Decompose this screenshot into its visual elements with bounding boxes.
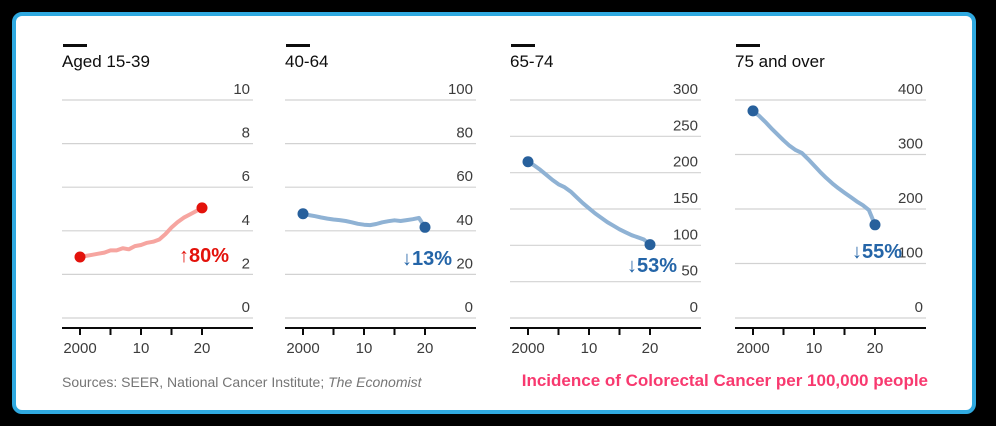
panel-title: Aged 15-39	[62, 52, 150, 71]
svg-text:400: 400	[898, 81, 923, 98]
svg-text:100: 100	[448, 81, 473, 98]
svg-text:2000: 2000	[736, 340, 769, 357]
svg-text:150: 150	[673, 190, 698, 207]
svg-text:20: 20	[456, 255, 473, 272]
svg-text:↑80%: ↑80%	[179, 245, 229, 267]
svg-text:2: 2	[242, 255, 250, 272]
svg-text:2000: 2000	[511, 340, 544, 357]
svg-text:↓13%: ↓13%	[402, 248, 452, 270]
title-rule	[286, 44, 310, 47]
line-chart-aged-15-39: 0 2 4 6 8 10 ↑80% 2000 10 20	[62, 81, 253, 357]
svg-text:300: 300	[898, 136, 923, 153]
svg-text:300: 300	[673, 81, 698, 98]
svg-text:8: 8	[242, 125, 250, 142]
svg-text:10: 10	[806, 340, 823, 357]
svg-text:↓53%: ↓53%	[627, 255, 677, 277]
svg-text:4: 4	[242, 212, 250, 229]
line-chart-aged-40-64: 0 20 40 60 80 100 ↓13% 2000 10 20	[285, 81, 476, 357]
line-chart-aged-65-74: 0 50 100 150 200 250 300 ↓53% 2000 10 20	[510, 81, 701, 357]
svg-text:20: 20	[642, 340, 659, 357]
chart-card: Aged 15-39 0 2 4 6 8 10 ↑80% 2000 10 20 40-64 0 20…	[12, 12, 976, 414]
svg-text:10: 10	[233, 81, 250, 98]
title-rule	[736, 44, 760, 47]
panel-aged-15-39: Aged 15-39 0 2 4 6 8 10 ↑80% 2000 10 20	[62, 44, 292, 374]
svg-text:20: 20	[417, 340, 434, 357]
svg-text:80: 80	[456, 125, 473, 142]
svg-text:0: 0	[915, 299, 923, 316]
svg-text:200: 200	[898, 190, 923, 207]
panel-aged-75-over: 75 and over 0 100 200 300 400 ↓55% 2000 10 20	[735, 44, 965, 374]
svg-text:100: 100	[673, 226, 698, 243]
svg-text:60: 60	[456, 168, 473, 185]
svg-text:10: 10	[581, 340, 598, 357]
title-rule	[63, 44, 87, 47]
svg-text:50: 50	[681, 263, 698, 280]
panel-aged-65-74: 65-74 0 50 100 150 200 250 300 ↓53% 2000 10 20	[510, 44, 740, 374]
sources-economist: The Economist	[328, 374, 422, 390]
panel-title: 65-74	[510, 52, 554, 71]
svg-text:100: 100	[898, 245, 923, 262]
line-chart-aged-75-over: 0 100 200 300 400 ↓55% 2000 10 20	[735, 81, 926, 357]
svg-text:2000: 2000	[63, 340, 96, 357]
svg-text:20: 20	[194, 340, 211, 357]
svg-text:↓55%: ↓55%	[852, 241, 902, 263]
svg-text:6: 6	[242, 168, 250, 185]
svg-text:40: 40	[456, 212, 473, 229]
sources-text: Sources: SEER, National Cancer Institute…	[62, 374, 329, 390]
panel-title: 40-64	[285, 52, 329, 71]
svg-text:20: 20	[867, 340, 884, 357]
svg-text:250: 250	[673, 117, 698, 134]
svg-text:0: 0	[242, 299, 250, 316]
sources-note: Sources: SEER, National Cancer Institute…	[62, 374, 422, 390]
svg-text:2000: 2000	[286, 340, 319, 357]
chart-headline: Incidence of Colorectal Cancer per 100,0…	[521, 371, 928, 390]
svg-text:10: 10	[133, 340, 150, 357]
panel-aged-40-64: 40-64 0 20 40 60 80 100 ↓13% 2000 10 20	[285, 44, 515, 374]
svg-text:0: 0	[690, 299, 698, 316]
svg-text:200: 200	[673, 154, 698, 171]
title-rule	[511, 44, 535, 47]
svg-text:10: 10	[356, 340, 373, 357]
panel-title: 75 and over	[735, 52, 825, 71]
svg-text:0: 0	[465, 299, 473, 316]
